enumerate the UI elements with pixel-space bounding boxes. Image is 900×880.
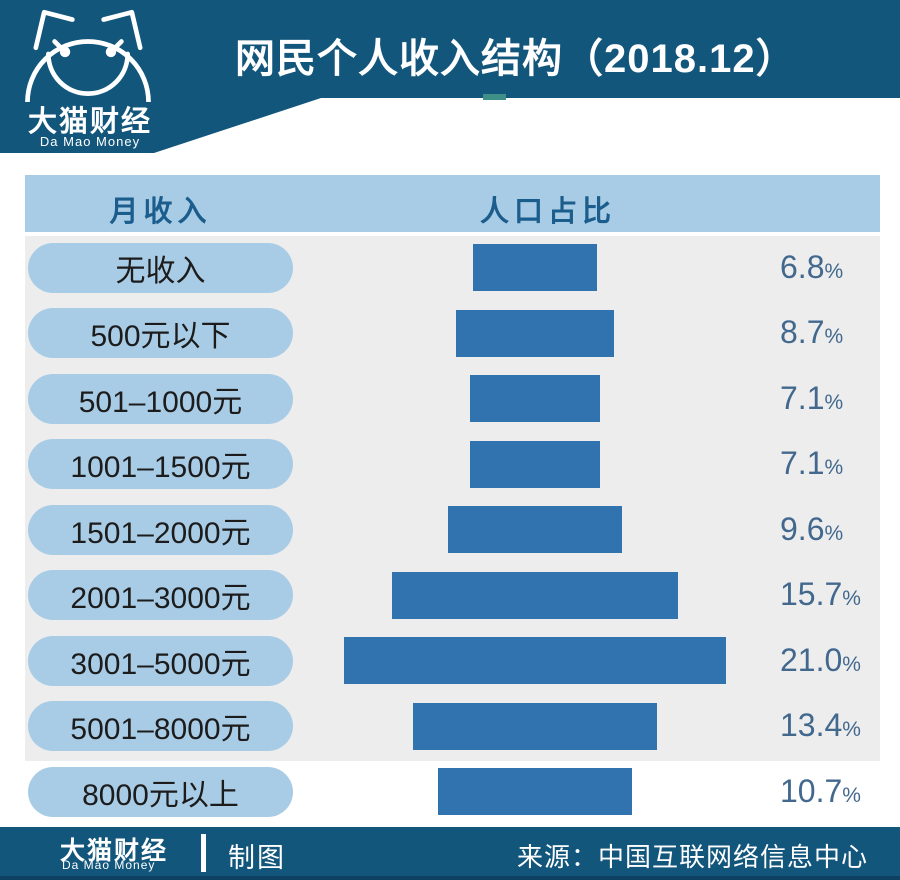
population-share-bar [413,702,657,750]
population-share-bar [392,571,678,619]
percentage-number: 13.4 [780,707,843,744]
table-row: 500元以下 8.7% [0,301,900,367]
footer-brand-en: Da Mao Money [62,858,156,872]
page-title: 网民个人收入结构（2018.12） [235,37,797,81]
percentage-value: 7.1% [780,445,843,482]
percent-sign: % [842,783,861,807]
column-header-band [25,175,880,232]
income-range-pill: 501–1000元 [28,373,293,424]
table-row: 1501–2000元 9.6% [0,497,900,563]
table-row: 501–1000元 7.1% [0,366,900,432]
percent-sign: % [842,718,861,742]
population-share-bar [455,309,615,357]
population-share-bar [470,375,600,423]
percentage-number: 9.6 [780,510,825,547]
percentage-value: 9.6% [780,511,843,548]
population-share-bar [437,768,633,816]
percentage-number: 21.0 [780,641,843,678]
percent-sign: % [842,652,861,676]
cat-logo-icon [25,9,151,102]
percentage-value: 7.1% [780,380,843,417]
population-share-bar [473,244,597,292]
income-range-pill: 1501–2000元 [28,504,293,555]
income-range-pill: 8000元以上 [28,766,293,817]
income-range-pill: 1001–1500元 [28,439,293,490]
income-range-pill: 3001–5000元 [28,635,293,686]
table-row: 3001–5000元 21.0% [0,628,900,694]
percentage-number: 8.7 [780,314,825,351]
population-share-bar [470,440,600,488]
footer-divider [201,834,206,872]
table-row: 无收入 6.8% [0,235,900,301]
percentage-number: 6.8 [780,248,825,285]
footer-source-label: 来源：中国互联网络信息中心 [516,842,868,872]
table-row: 8000元以上 10.7% [0,759,900,825]
percentage-value: 15.7% [780,576,861,613]
footer-brand-cn: 大猫财经 [60,837,169,865]
percentage-value: 10.7% [780,773,861,810]
percentage-number: 7.1 [780,445,825,482]
percentage-number: 10.7 [780,772,843,809]
percentage-number: 7.1 [780,379,825,416]
percent-sign: % [824,325,844,349]
income-range-pill: 500元以下 [28,308,293,359]
brand-name-cn: 大猫财经 [27,106,152,138]
brand-name-en: Da Mao Money [39,134,141,149]
percentage-number: 15.7 [780,576,843,613]
percent-sign: % [824,259,844,283]
table-row: 5001–8000元 13.4% [0,694,900,760]
income-range-pill: 2001–3000元 [28,570,293,621]
percent-sign: % [824,521,844,545]
percentage-value: 8.7% [780,314,843,351]
population-share-bar [447,506,623,554]
header-banner: 大猫财经 Da Mao Money 网民个人收入结构（2018.12） [0,0,900,153]
income-range-pill: 无收入 [28,242,293,293]
column-header-income: 月收入 [109,196,212,228]
teal-accent-mark [483,94,506,100]
percent-sign: % [842,587,861,611]
column-header-share: 人口占比 [480,196,617,228]
footer-bar: 大猫财经 Da Mao Money 制图 来源：中国互联网络信息中心 [0,827,900,880]
population-share-bar [343,637,727,685]
table-row: 2001–3000元 15.7% [0,563,900,629]
percent-sign: % [824,456,844,480]
percent-sign: % [824,390,844,414]
footer-bottom-strip [0,876,900,880]
brand-logo: 大猫财经 Da Mao Money [20,6,160,152]
income-range-pill: 5001–8000元 [28,701,293,752]
percentage-value: 21.0% [780,642,861,679]
percentage-value: 13.4% [780,707,861,744]
footer-credit-label: 制图 [228,843,286,873]
table-row: 1001–1500元 7.1% [0,432,900,498]
percentage-value: 6.8% [780,249,843,286]
